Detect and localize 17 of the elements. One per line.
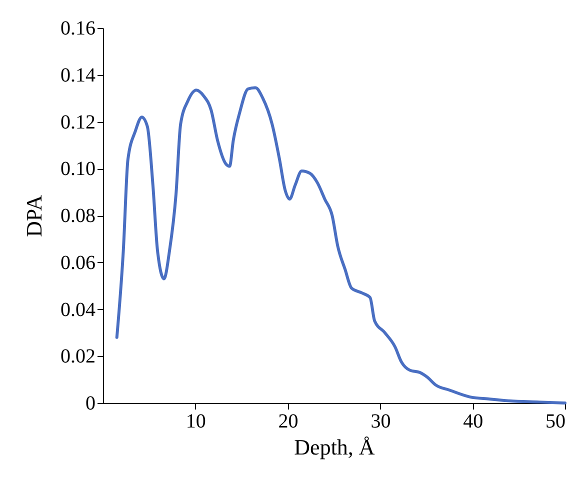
x-tick-label: 20 [278,410,298,432]
line-series [115,86,566,404]
y-axis-title: DPA [22,194,46,237]
y-tick-label: 0 [86,392,96,414]
x-tick-label: 50 [546,410,566,432]
x-tick-label: 10 [186,410,206,432]
x-tick-label: 30 [370,410,391,432]
y-tick-label: 0.08 [60,205,96,227]
y-tick-label: 0.02 [60,346,96,368]
y-tick-label: 0.04 [60,298,96,321]
y-tick-label: 0.12 [60,111,96,134]
y-tick-label: 0.14 [60,64,96,86]
x-axis-title: Depth, Å [294,434,375,460]
y-tick-label: 0.06 [60,252,96,274]
y-tick-label: 0.16 [60,18,96,40]
x-tick-label: 40 [463,410,484,432]
y-tick-label: 0.10 [60,158,96,180]
